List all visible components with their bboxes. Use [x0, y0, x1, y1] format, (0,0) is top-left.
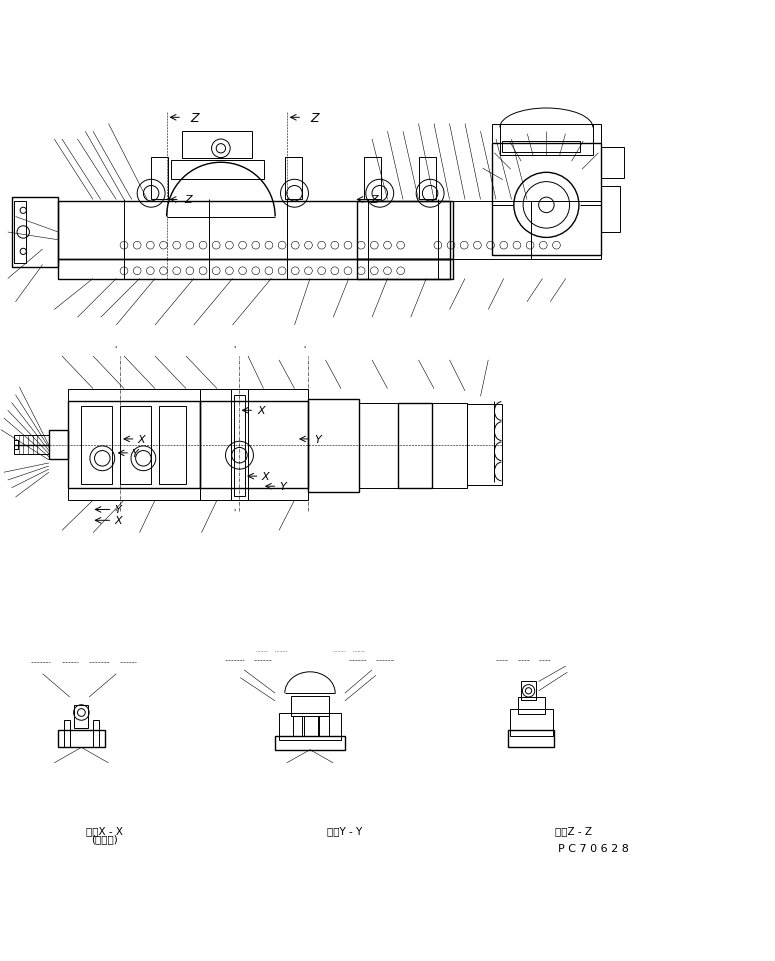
Bar — [231, 389, 248, 501]
Bar — [453, 202, 531, 259]
Bar — [182, 132, 252, 160]
Bar — [14, 435, 49, 455]
Bar — [359, 403, 398, 488]
Bar — [398, 403, 432, 488]
Bar — [356, 259, 449, 280]
Text: X: X — [262, 472, 270, 481]
Text: ': ' — [115, 346, 117, 355]
Text: 断面Z - Z: 断面Z - Z — [555, 825, 592, 835]
Text: ': ' — [233, 508, 236, 517]
Bar — [418, 158, 436, 200]
Bar — [518, 698, 545, 714]
Text: X: X — [138, 434, 146, 444]
Bar — [364, 158, 381, 200]
Bar — [508, 730, 554, 748]
Bar — [68, 389, 200, 402]
Bar — [170, 160, 264, 180]
Bar — [601, 148, 624, 179]
Bar — [159, 407, 186, 484]
Bar — [68, 488, 200, 501]
Bar — [58, 202, 453, 259]
Bar — [492, 124, 601, 144]
Bar — [234, 395, 245, 496]
Text: Y: Y — [115, 505, 122, 515]
Bar — [531, 202, 601, 259]
Bar — [275, 736, 345, 750]
Text: Y: Y — [314, 434, 321, 444]
Text: Z: Z — [370, 195, 378, 206]
Bar — [151, 158, 168, 200]
Bar — [500, 124, 593, 156]
Text: X: X — [257, 406, 265, 416]
Bar — [68, 402, 200, 488]
Bar — [14, 202, 26, 263]
Bar — [279, 713, 341, 740]
Bar — [319, 717, 329, 736]
Bar — [521, 681, 536, 701]
Bar — [432, 403, 467, 488]
Bar — [492, 144, 601, 256]
Text: Z: Z — [184, 195, 192, 206]
Text: ': ' — [115, 508, 117, 517]
Bar — [64, 721, 70, 748]
Text: 断面X - X: 断面X - X — [86, 825, 123, 835]
Bar — [49, 431, 68, 459]
Bar — [502, 141, 580, 153]
Bar — [74, 705, 88, 728]
Text: Y: Y — [132, 449, 139, 458]
Text: ': ' — [303, 346, 305, 355]
Bar — [200, 488, 308, 501]
Text: (２：１): (２：１) — [91, 833, 118, 843]
Bar — [200, 389, 308, 402]
Bar — [12, 198, 58, 267]
Bar — [293, 717, 302, 736]
Bar — [467, 405, 502, 486]
Bar — [285, 158, 302, 200]
Bar — [120, 407, 151, 484]
Text: 断面Y - Y: 断面Y - Y — [327, 825, 363, 835]
Bar — [93, 721, 99, 748]
Text: Z: Z — [190, 111, 198, 125]
Text: P C 7 0 6 2 8: P C 7 0 6 2 8 — [558, 843, 629, 853]
Text: X: X — [115, 516, 122, 526]
Bar — [308, 399, 359, 492]
Text: Y: Y — [279, 481, 286, 492]
Bar — [304, 717, 318, 736]
Bar — [356, 202, 449, 259]
Bar — [510, 709, 553, 736]
Bar — [291, 697, 329, 716]
Bar — [200, 402, 308, 488]
Text: ': ' — [233, 346, 236, 355]
Bar — [601, 186, 620, 233]
Bar — [81, 407, 112, 484]
Bar — [58, 259, 453, 280]
Bar — [58, 730, 105, 748]
Bar — [14, 440, 18, 450]
Text: Z: Z — [310, 111, 319, 125]
